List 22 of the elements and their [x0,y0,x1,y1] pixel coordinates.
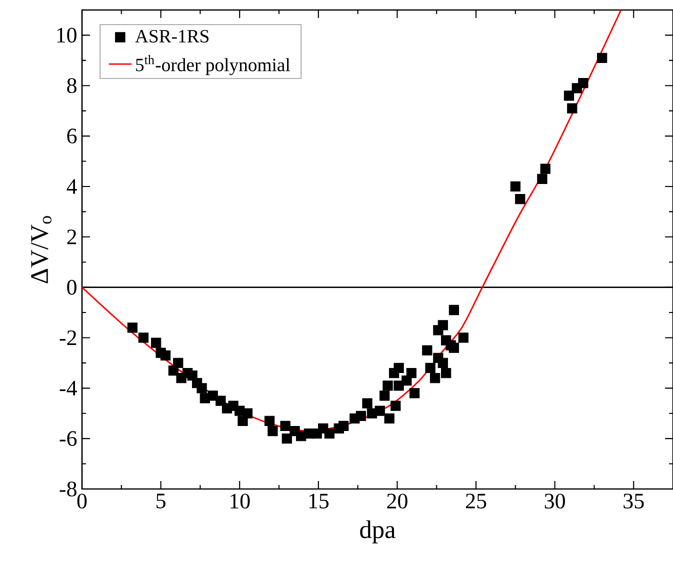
y-axis-title: ΔV/V$_{o}$ [31,216,52,284]
y-tick-label: 4 [66,179,77,194]
x-tick-label: 30 [544,494,565,509]
y-tick-label: -4 [60,380,77,396]
x-tick-label: 0 [77,494,87,509]
y-tick-label: -2 [60,330,76,346]
legend-label: 5$^{th}$-order polynomial [136,55,290,76]
x-tick-label: 35 [624,494,644,508]
y-tick-label: 0 [67,280,76,295]
y-tick-label: -6 [60,431,77,446]
x-axis-title: dpa [360,520,396,544]
x-tick-label: 20 [387,494,408,509]
y-tick-label: 8 [67,78,76,94]
y-tick-label: 2 [67,230,76,244]
x-tick-label: 10 [230,494,250,509]
y-tick-label: -8 [60,482,76,496]
x-tick-label: 15 [309,494,329,508]
y-tick-label: 6 [67,128,77,144]
x-tick-label: 5 [156,494,166,508]
x-tick-label: 25 [466,494,486,508]
legend-label: ASR-1RS [135,30,208,43]
y-tick-label: 10 [57,28,76,43]
